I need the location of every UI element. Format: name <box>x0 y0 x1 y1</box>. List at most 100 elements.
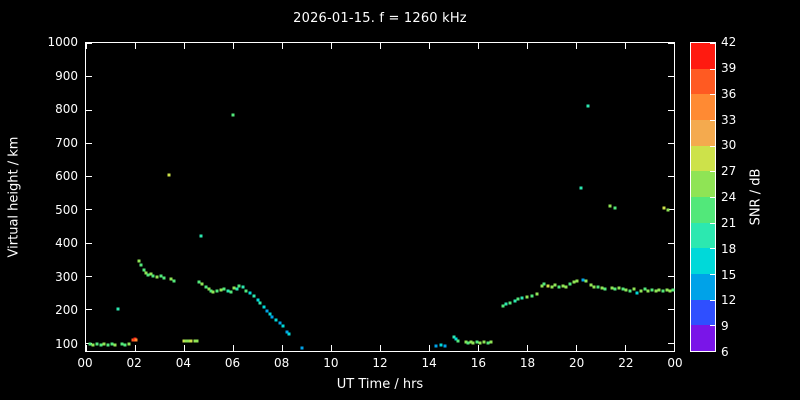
y-tick-mark <box>86 76 92 78</box>
y-tick-mark <box>86 276 92 278</box>
data-point <box>189 339 193 343</box>
data-point <box>110 342 114 346</box>
data-point <box>568 282 572 286</box>
data-point <box>134 338 138 342</box>
data-point <box>211 290 215 294</box>
data-point <box>265 309 269 313</box>
colorbar-tick-mark <box>710 171 715 173</box>
colorbar-tick-mark <box>710 299 715 301</box>
data-point <box>215 289 219 293</box>
colorbar-tick-label: 33 <box>721 112 737 127</box>
data-point <box>146 273 150 277</box>
data-point <box>579 186 583 190</box>
x-tick-mark <box>184 43 185 49</box>
colorbar-title: SNR / dB <box>748 168 764 226</box>
data-point <box>504 302 508 306</box>
data-point <box>244 289 248 293</box>
data-point <box>564 285 568 289</box>
colorbar-segment <box>691 43 715 69</box>
y-tick-mark <box>668 309 674 311</box>
data-point <box>596 285 600 289</box>
data-point <box>149 272 153 276</box>
x-tick-label: 00 <box>77 356 93 370</box>
x-tick-label: 14 <box>421 356 437 370</box>
data-point <box>229 290 233 294</box>
data-point <box>632 287 636 291</box>
data-point <box>486 341 490 345</box>
data-point <box>204 285 208 289</box>
x-tick-mark <box>135 345 136 351</box>
data-point <box>550 285 553 289</box>
data-point <box>226 289 230 293</box>
x-tick-mark <box>625 43 626 49</box>
data-point <box>268 312 272 316</box>
data-point <box>513 299 517 303</box>
colorbar-segment <box>691 197 715 223</box>
data-point <box>127 342 131 346</box>
data-point <box>516 297 520 301</box>
y-tick-mark <box>86 43 92 44</box>
y-tick-mark <box>668 76 674 78</box>
data-point <box>546 284 550 288</box>
data-point <box>131 338 135 342</box>
colorbar-tick-label: 27 <box>721 164 737 179</box>
data-point <box>256 298 259 302</box>
data-point <box>600 286 604 290</box>
colorbar-tick-label: 18 <box>721 241 737 256</box>
data-point <box>144 271 148 275</box>
data-point <box>278 321 282 325</box>
colorbar-tick-label: 15 <box>721 267 737 282</box>
colorbar-segment <box>691 94 715 121</box>
data-point <box>113 343 117 347</box>
data-point <box>167 173 171 177</box>
y-tick-mark <box>86 176 92 178</box>
colorbar-tick-labels: 6 9 12 15 18 21 24 27 30 33 36 39 42 <box>721 35 753 359</box>
data-point <box>139 263 143 267</box>
data-point <box>200 282 204 286</box>
data-point <box>617 286 621 290</box>
data-point <box>635 291 639 295</box>
x-tick-mark <box>527 43 528 49</box>
data-point <box>530 294 534 298</box>
y-tick-mark <box>86 109 92 111</box>
data-point <box>231 113 235 117</box>
data-point <box>589 283 593 287</box>
data-point <box>151 274 155 278</box>
x-tick-mark <box>429 345 430 351</box>
colorbar-segment <box>691 299 715 326</box>
x-tick-mark <box>282 43 283 49</box>
data-point <box>482 340 486 344</box>
x-tick-mark <box>380 43 381 49</box>
data-point <box>608 204 612 208</box>
colorbar-segment <box>691 248 715 275</box>
data-point <box>281 324 285 328</box>
y-tick-label: 900 <box>55 68 78 83</box>
x-tick-label: 10 <box>323 356 339 370</box>
data-point <box>88 342 92 346</box>
y-tick-mark <box>86 142 92 144</box>
y-tick-labels: 100 200 300 400 500 600 700 800 900 1000 <box>0 35 78 352</box>
data-point <box>572 280 576 284</box>
data-point <box>172 279 176 283</box>
data-point <box>466 341 470 345</box>
x-tick-mark <box>576 43 577 49</box>
y-tick-label: 700 <box>55 135 78 150</box>
data-point <box>489 340 493 344</box>
y-tick-mark <box>668 276 674 278</box>
data-point <box>471 341 475 345</box>
x-tick-mark <box>478 345 479 351</box>
data-point <box>235 287 239 291</box>
data-point <box>654 289 658 293</box>
data-point <box>478 341 482 345</box>
x-axis-title: UT Time / hrs <box>336 377 424 392</box>
data-point <box>106 343 110 347</box>
x-tick-label: 22 <box>618 356 634 370</box>
data-point <box>624 288 628 292</box>
data-point <box>169 277 173 281</box>
colorbar-tick-label: 6 <box>721 345 729 359</box>
data-point <box>182 339 186 343</box>
data-point <box>123 343 127 347</box>
data-point <box>643 287 647 291</box>
data-point <box>95 342 99 346</box>
x-tick-label: 06 <box>224 356 241 370</box>
